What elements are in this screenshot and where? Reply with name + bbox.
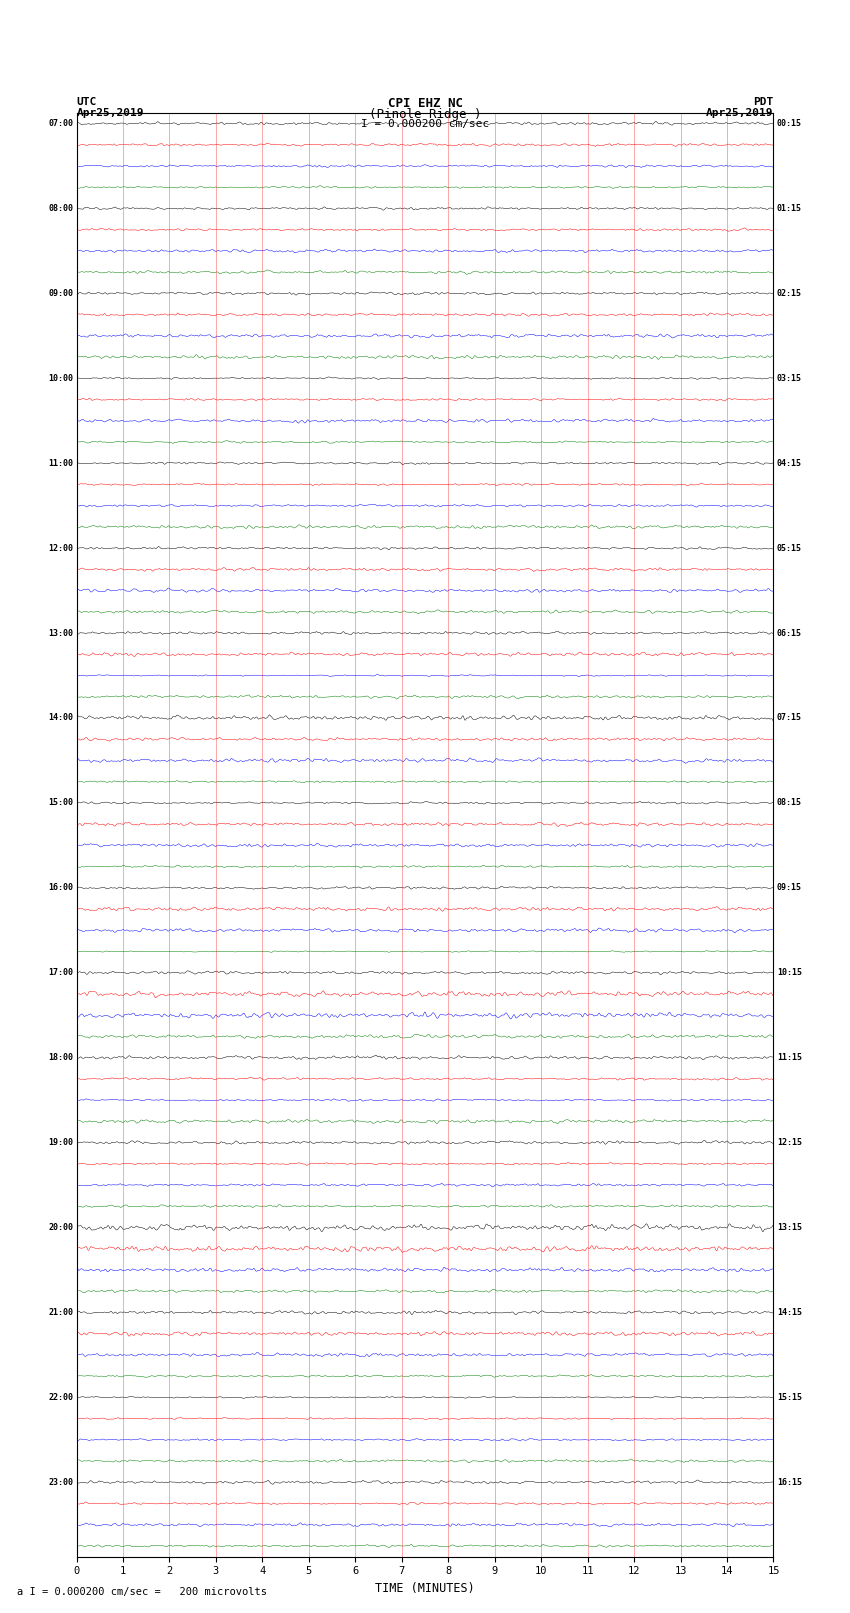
Text: 13:15: 13:15	[777, 1223, 802, 1232]
Text: 15:00: 15:00	[48, 798, 73, 808]
Text: 09:00: 09:00	[48, 289, 73, 298]
Text: 14:15: 14:15	[777, 1308, 802, 1316]
Text: 06:15: 06:15	[777, 629, 802, 637]
Text: 07:15: 07:15	[777, 713, 802, 723]
Text: 16:15: 16:15	[777, 1478, 802, 1487]
Text: 00:15: 00:15	[777, 119, 802, 127]
Text: 08:00: 08:00	[48, 203, 73, 213]
Text: 09:15: 09:15	[777, 884, 802, 892]
Text: 17:00: 17:00	[48, 968, 73, 977]
Text: 23:00: 23:00	[48, 1478, 73, 1487]
Text: 13:00: 13:00	[48, 629, 73, 637]
Text: 08:15: 08:15	[777, 798, 802, 808]
Text: 11:15: 11:15	[777, 1053, 802, 1061]
Text: (Pinole Ridge ): (Pinole Ridge )	[369, 108, 481, 121]
Text: Apr25,2019: Apr25,2019	[706, 108, 774, 118]
Text: 12:00: 12:00	[48, 544, 73, 553]
Text: 03:15: 03:15	[777, 374, 802, 382]
Text: 20:00: 20:00	[48, 1223, 73, 1232]
Text: 07:00: 07:00	[48, 119, 73, 127]
Text: 04:15: 04:15	[777, 458, 802, 468]
Text: 15:15: 15:15	[777, 1392, 802, 1402]
Text: 01:15: 01:15	[777, 203, 802, 213]
Text: 12:15: 12:15	[777, 1139, 802, 1147]
Text: 16:00: 16:00	[48, 884, 73, 892]
Text: 19:00: 19:00	[48, 1139, 73, 1147]
Text: 05:15: 05:15	[777, 544, 802, 553]
Text: a I = 0.000200 cm/sec =   200 microvolts: a I = 0.000200 cm/sec = 200 microvolts	[17, 1587, 267, 1597]
Text: I = 0.000200 cm/sec: I = 0.000200 cm/sec	[361, 119, 489, 129]
Text: Apr25,2019: Apr25,2019	[76, 108, 144, 118]
Text: UTC: UTC	[76, 97, 97, 106]
X-axis label: TIME (MINUTES): TIME (MINUTES)	[375, 1582, 475, 1595]
Text: 10:00: 10:00	[48, 374, 73, 382]
Text: 22:00: 22:00	[48, 1392, 73, 1402]
Text: 02:15: 02:15	[777, 289, 802, 298]
Text: 14:00: 14:00	[48, 713, 73, 723]
Text: 21:00: 21:00	[48, 1308, 73, 1316]
Text: 11:00: 11:00	[48, 458, 73, 468]
Text: 10:15: 10:15	[777, 968, 802, 977]
Text: PDT: PDT	[753, 97, 774, 106]
Text: 18:00: 18:00	[48, 1053, 73, 1061]
Text: CPI EHZ NC: CPI EHZ NC	[388, 97, 462, 110]
